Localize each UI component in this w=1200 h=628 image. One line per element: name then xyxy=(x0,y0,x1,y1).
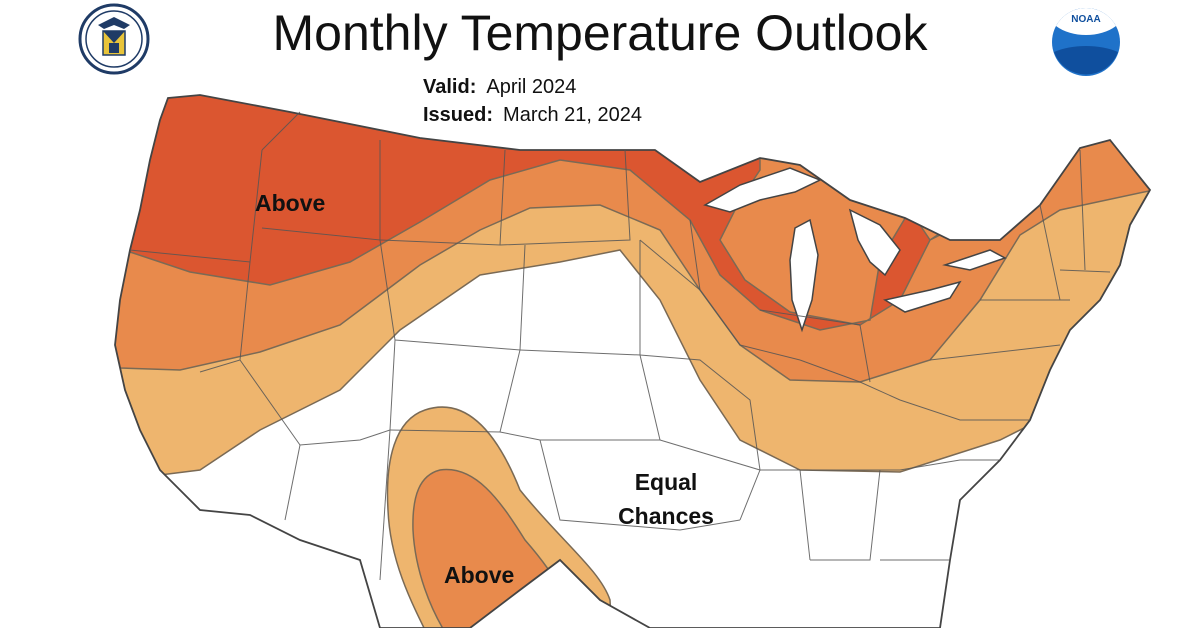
issued-value: March 21, 2024 xyxy=(503,104,643,126)
valid-value: April 2024 xyxy=(486,76,577,98)
department-of-commerce-seal-icon xyxy=(78,3,150,75)
valid-label: Valid: xyxy=(423,76,477,98)
label-equal: Equal xyxy=(634,469,698,495)
state-boundaries xyxy=(129,111,1111,581)
great-lakes xyxy=(703,167,1007,333)
label-above-north: Above xyxy=(255,190,326,216)
us-outline xyxy=(114,94,1152,628)
issued-line: Issued: March 21, 2024 xyxy=(423,104,642,127)
label-equal-chances: Equal Chances xyxy=(604,465,728,533)
valid-line: Valid: April 2024 xyxy=(423,76,576,99)
page-title: Monthly Temperature Outlook xyxy=(272,5,928,61)
noaa-logo-text: NOAA xyxy=(1071,14,1101,25)
issued-label: Issued: xyxy=(423,104,494,126)
label-chances: Chances xyxy=(618,503,714,529)
noaa-logo-icon xyxy=(1052,7,1120,76)
label-above-south: Above xyxy=(444,562,515,588)
